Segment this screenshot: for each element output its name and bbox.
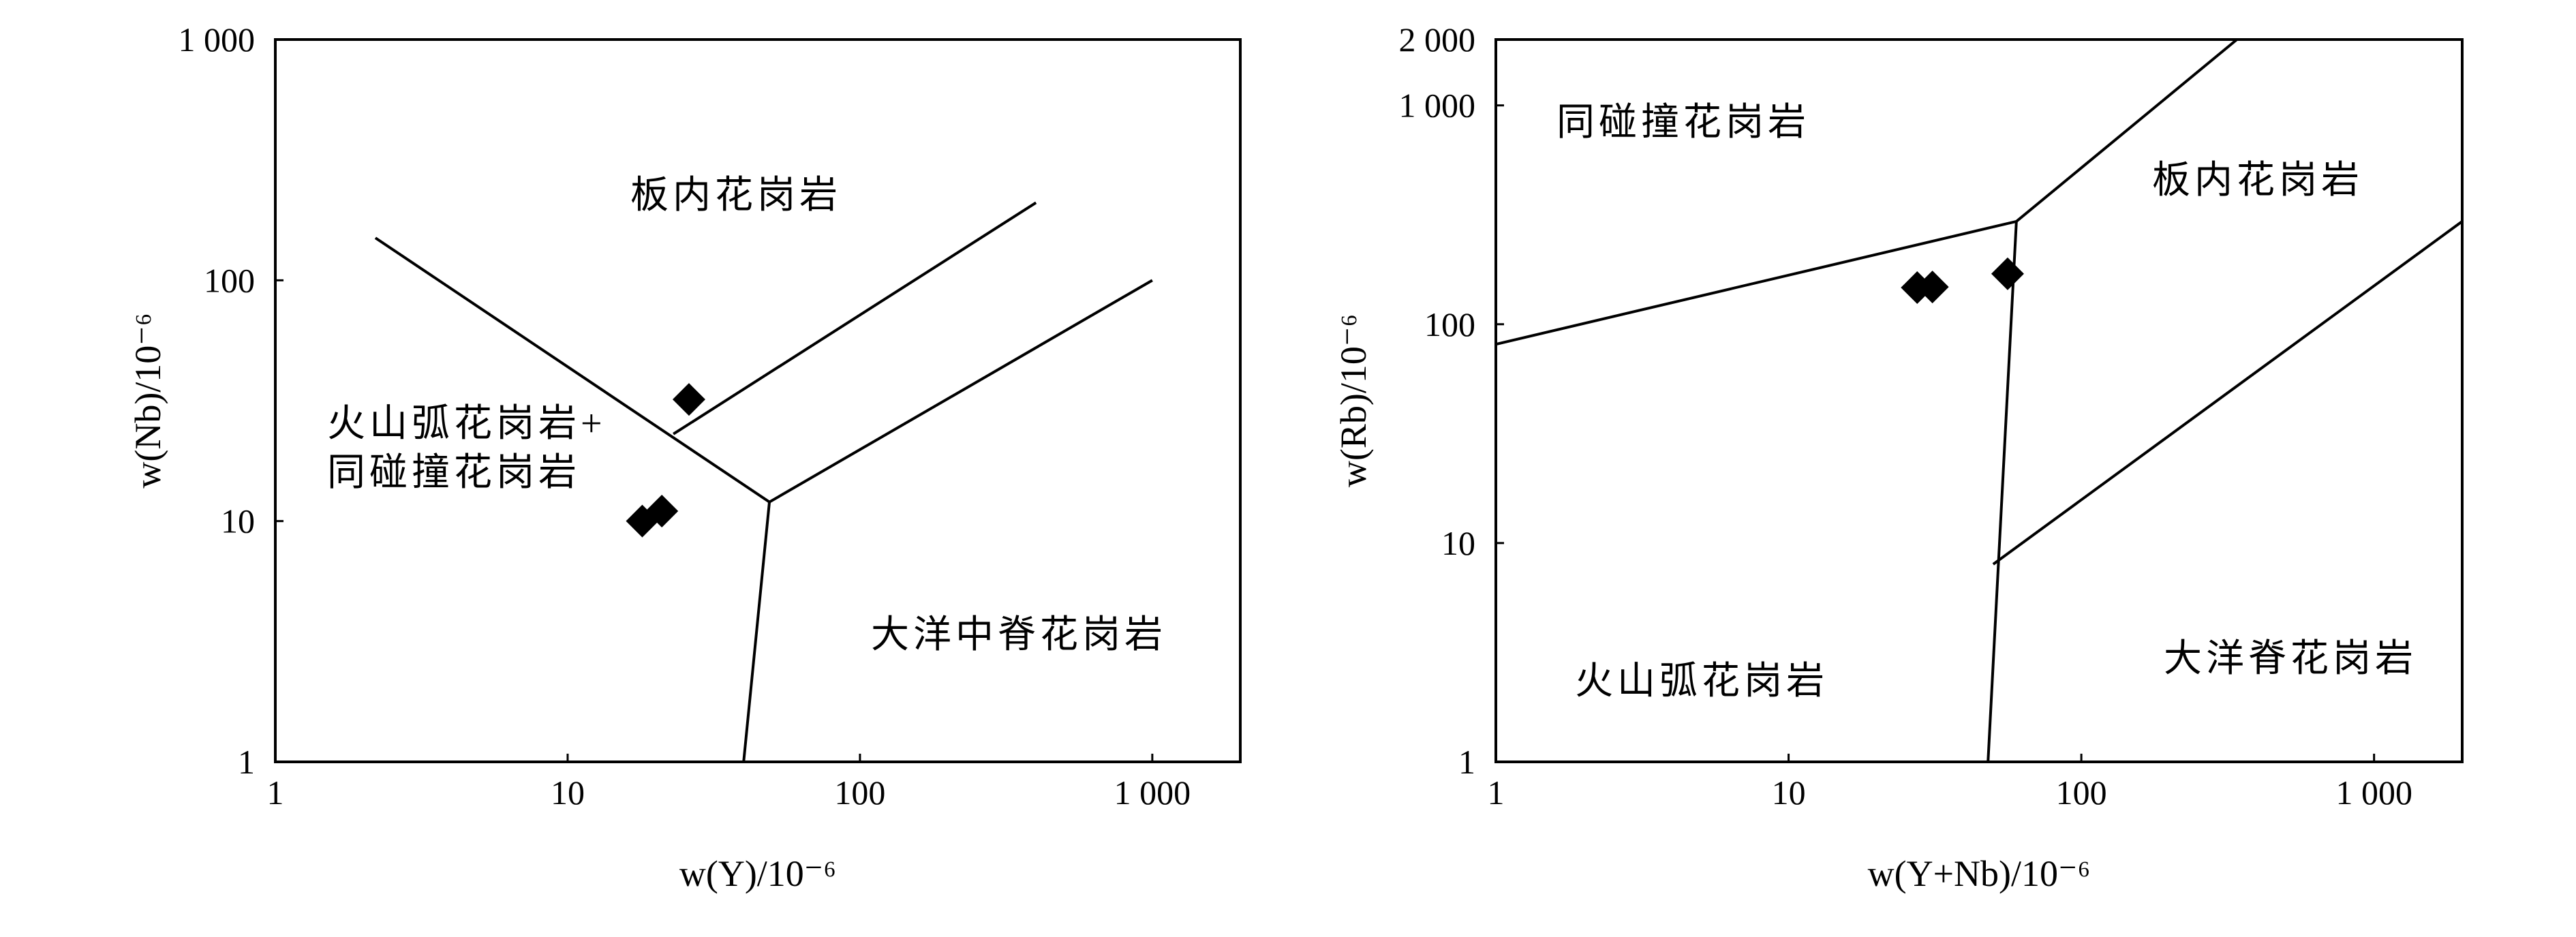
y-tick-label: 1 000	[1399, 87, 1476, 125]
data-point	[1991, 257, 2024, 290]
region-label: 同碰撞花岗岩	[1557, 102, 1810, 144]
y-tick-label: 10	[1441, 524, 1475, 562]
region-label: 大洋中脊花岗岩	[871, 614, 1167, 656]
region-label: 火山弧花岗岩+	[327, 403, 607, 445]
y-tick-label: 1 000	[179, 20, 256, 59]
region-label: 大洋脊花岗岩	[2164, 638, 2417, 680]
y-axis-title: w(Rb)/10⁻⁶	[1333, 314, 1374, 487]
x-axis-title: w(Y+Nb)/10⁻⁶	[1868, 853, 2091, 894]
chart: 1 10 100 1 000 1 10 100 1 000 2 000 w(Y+Nb)/10⁻⁶ w…	[1333, 20, 2464, 894]
x-tick-label: 10	[1772, 773, 1806, 812]
plot-frame	[274, 38, 1242, 763]
y-axis-title: w(Nb)/10⁻⁶	[127, 313, 168, 488]
y-tick-label: 100	[1424, 305, 1475, 343]
y-tick-label: 100	[204, 261, 255, 299]
x-tick-label: 100	[834, 773, 885, 812]
x-tick-label: 100	[2056, 773, 2107, 812]
region-label: 同碰撞花岗岩	[327, 452, 581, 494]
data-point	[645, 495, 679, 528]
plot-frame	[1494, 38, 2464, 763]
y-tick-label: 1	[238, 743, 255, 781]
field-boundary	[742, 502, 771, 763]
data-point	[1916, 271, 1949, 304]
field-boundary	[1992, 220, 2464, 566]
x-tick-label: 10	[551, 773, 585, 812]
field-boundary	[1495, 38, 2238, 346]
y-tick-label: 2 000	[1399, 20, 1476, 59]
y-tick-label: 10	[221, 502, 255, 540]
field-boundary	[673, 201, 1037, 435]
x-axis-title: w(Y)/10⁻⁶	[679, 853, 836, 894]
x-tick-label: 1	[267, 773, 284, 812]
chart: 1 10 100 1 000 1 10 100 1 000 w(Y)/10⁻⁶ w(Nb)/10⁻…	[127, 20, 1242, 894]
x-tick-label: 1	[1488, 773, 1505, 812]
region-label: 板内花岗岩	[2152, 159, 2363, 202]
field-boundary	[374, 236, 1153, 504]
x-tick-label: 1 000	[2335, 773, 2412, 812]
region-label: 板内花岗岩	[630, 174, 842, 217]
x-tick-label: 1 000	[1114, 773, 1191, 812]
y-tick-label: 1	[1458, 743, 1475, 781]
field-boundary	[1987, 221, 2018, 763]
data-point	[672, 383, 705, 416]
region-label: 火山弧花岗岩	[1575, 660, 1828, 703]
